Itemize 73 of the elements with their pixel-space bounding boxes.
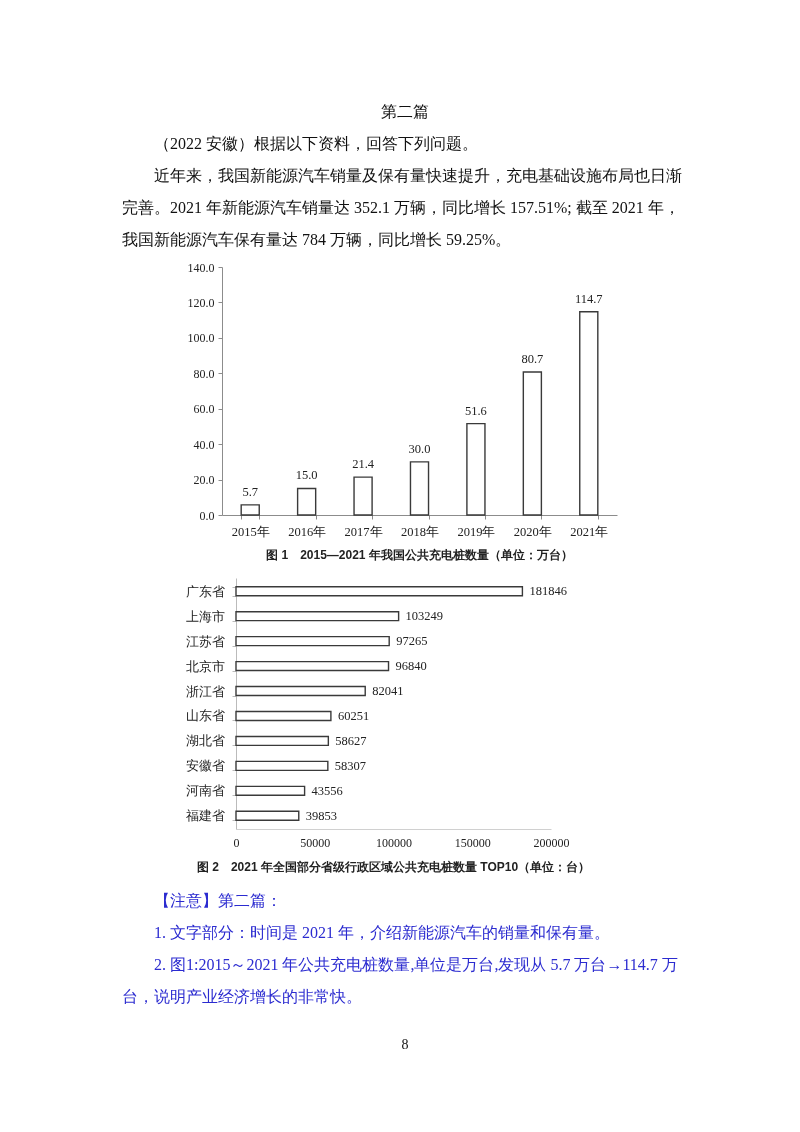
text: （2022 安徽）根据以下资料，回答下列问题。 xyxy=(153,134,479,154)
bar xyxy=(466,422,486,516)
data-label: 103249 xyxy=(405,609,444,624)
y-tick-label: 40.0 xyxy=(193,437,215,452)
y-tick-label: 河南省 xyxy=(185,784,225,799)
text: 1. 文字部分：时间是 2021 年，介绍新能源汽车的销量和保有量。 xyxy=(153,923,611,943)
text: 图 2 2021 年全国部分省级行政区域公共充电桩数量 TOP10（单位：台） xyxy=(196,860,591,874)
bar xyxy=(235,635,390,647)
data-label: 114.7 xyxy=(574,291,603,306)
bar xyxy=(235,760,329,772)
data-label: 82041 xyxy=(372,684,404,699)
x-tick-label: 2017年 xyxy=(344,524,383,539)
text: 【注意】第二篇： xyxy=(153,891,283,911)
bar xyxy=(522,371,543,516)
bar xyxy=(409,461,430,516)
text: 图 1 2015—2021 年我国公共充电桩数量（单位：万台） xyxy=(266,547,573,562)
data-label: 39853 xyxy=(305,808,338,823)
x-tick-label: 150000 xyxy=(454,835,491,850)
y-tick-label: 北京市 xyxy=(185,659,225,674)
y-tick-label: 浙江省 xyxy=(185,684,225,699)
y-tick-label: 140.0 xyxy=(187,260,215,275)
bar xyxy=(235,785,306,797)
y-tick-label: 山东省 xyxy=(185,709,225,724)
x-tick-label: 50000 xyxy=(300,835,331,850)
x-tick-label: 2015年 xyxy=(231,524,270,539)
x-tick-label: 0 xyxy=(233,835,240,850)
data-label: 30.0 xyxy=(408,441,431,456)
text: 第二篇 xyxy=(380,102,430,122)
data-label: 58307 xyxy=(334,758,367,773)
bar xyxy=(235,610,400,622)
bar xyxy=(579,311,599,516)
bar xyxy=(235,660,390,672)
bar xyxy=(235,586,524,597)
y-tick-label: 0.0 xyxy=(199,508,215,523)
x-tick-label: 200000 xyxy=(533,835,570,850)
bar xyxy=(235,810,300,821)
y-tick-label: 江苏省 xyxy=(185,634,225,649)
text: 8 xyxy=(400,1036,410,1054)
data-label: 21.4 xyxy=(352,457,375,472)
bar xyxy=(353,476,373,516)
y-tick-label: 20.0 xyxy=(193,473,215,488)
data-label: 5.7 xyxy=(242,484,259,499)
x-tick-label: 2018年 xyxy=(401,524,439,539)
y-tick-label: 安徽省 xyxy=(185,758,225,774)
x-tick-label: 2019年 xyxy=(457,524,496,539)
data-label: 97265 xyxy=(396,634,428,649)
y-tick-label: 120.0 xyxy=(187,295,215,310)
text: 近年来，我国新能源汽车销量及保有量快速提升，充电基础设施布局也日渐完善。2021 年新能源汽车销量达 352.1 万辆，同比增长 157.51%; 截至 2021 年，我国新能源汽车保有量达 784 万辆，同比增长 59.25%。 xyxy=(122,166,683,250)
data-label: 80.7 xyxy=(521,352,544,367)
y-tick-label: 80.0 xyxy=(193,366,215,381)
y-tick-label: 上海市 xyxy=(185,609,225,624)
x-tick-label: 2020年 xyxy=(513,524,552,539)
data-label: 96840 xyxy=(395,659,427,674)
data-label: 51.6 xyxy=(464,403,487,418)
y-tick-label: 湖北省 xyxy=(185,734,225,749)
y-tick-label: 福建省 xyxy=(185,809,225,824)
data-label: 15.0 xyxy=(295,468,318,483)
bar xyxy=(235,685,366,697)
bar xyxy=(296,487,317,516)
y-tick-label: 100.0 xyxy=(187,331,215,346)
data-label: 58627 xyxy=(335,733,367,748)
y-tick-label: 60.0 xyxy=(193,402,215,417)
data-label: 60251 xyxy=(337,708,370,723)
data-label: 43556 xyxy=(311,783,343,798)
data-label: 181846 xyxy=(529,584,567,599)
bar xyxy=(235,735,330,747)
x-tick-label: 2021年 xyxy=(570,524,609,539)
x-tick-label: 2016年 xyxy=(288,524,327,539)
y-tick-label: 广东省 xyxy=(185,584,225,599)
x-tick-label: 100000 xyxy=(376,835,412,850)
text: 2. 图1:2015～2021 年公共充电桩数量,单位是万台,发现从 5.7 万台→114.7 万台，说明产业经济增长的非常快。 xyxy=(122,955,679,1007)
bar xyxy=(240,504,260,516)
bar xyxy=(235,710,332,722)
